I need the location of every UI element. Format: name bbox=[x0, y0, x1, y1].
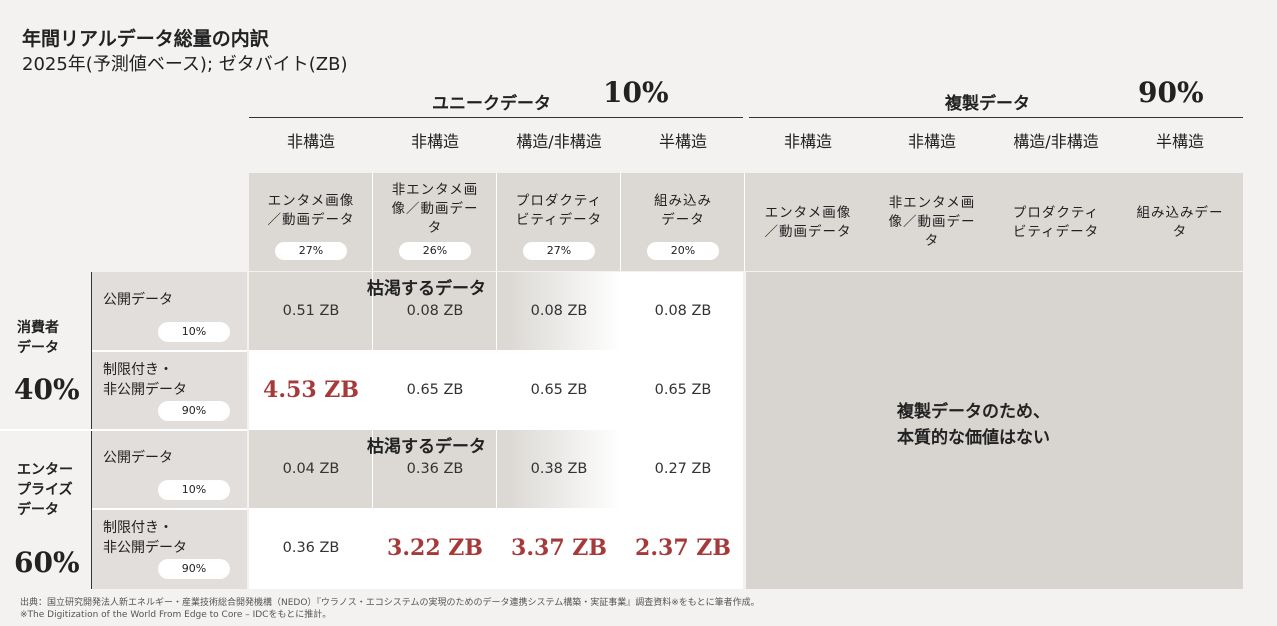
value-cell: 0.65 ZB bbox=[406, 382, 464, 398]
category-header-line: 組み込みデー bbox=[1136, 205, 1224, 221]
unique-group-pct: 10% bbox=[603, 76, 669, 109]
category-share-pill: 27% bbox=[275, 242, 347, 260]
row-share-pill: 10% bbox=[158, 480, 230, 500]
chart-title: 年間リアルデータ総量の内訳 bbox=[22, 28, 269, 50]
category-header-line: プロダクティ bbox=[515, 193, 603, 209]
duplicate-group-pct: 90% bbox=[1138, 76, 1204, 109]
row-label-line: 制限付き・ bbox=[103, 362, 173, 378]
category-header-line: ／動画データ bbox=[764, 224, 852, 240]
category-header-line: タ bbox=[427, 220, 443, 236]
highlighted-value-cell: 2.37 ZB bbox=[635, 535, 731, 561]
value-cell: 0.08 ZB bbox=[406, 303, 464, 319]
cell-divider bbox=[496, 272, 497, 350]
value-cell: 0.04 ZB bbox=[282, 461, 340, 477]
row-label-line: 公開データ bbox=[103, 292, 173, 308]
category-header-line: エンタメ画像 bbox=[267, 193, 355, 209]
category-header: 非エンタメ画 像／動画データ bbox=[374, 181, 496, 238]
duplicate-group-label: 複製データ bbox=[945, 94, 1030, 114]
category-share-pill: 26% bbox=[399, 242, 471, 260]
category-header: エンタメ画像 ／動画データ bbox=[250, 192, 372, 230]
band-divider bbox=[372, 173, 373, 271]
row-label-line: 非公開データ bbox=[103, 540, 187, 556]
category-header-line: タ bbox=[1172, 224, 1188, 240]
cell-divider bbox=[372, 272, 373, 350]
category-header: プロダクティ ビティデータ bbox=[498, 192, 620, 230]
row-label-line: 制限付き・ bbox=[103, 520, 173, 536]
category-share-pill: 20% bbox=[647, 242, 719, 260]
row-label: 制限付き・非公開データ bbox=[103, 518, 187, 558]
value-cell: 0.36 ZB bbox=[406, 461, 464, 477]
column-type-header: 非構造 bbox=[410, 132, 459, 151]
category-header-line: 組み込み bbox=[654, 193, 712, 209]
category-header: 組み込みデータ bbox=[622, 192, 744, 230]
category-header-line: ／動画データ bbox=[267, 212, 355, 228]
exhausted-region bbox=[249, 430, 621, 508]
column-type-header: 非構造 bbox=[907, 132, 956, 151]
value-cell: 0.38 ZB bbox=[530, 461, 588, 477]
value-cell: 0.51 ZB bbox=[282, 303, 340, 319]
duplicate-data-area bbox=[746, 272, 1243, 589]
value-cell: 0.36 ZB bbox=[282, 540, 340, 556]
segment-divider bbox=[0, 429, 247, 431]
category-header: 組み込みデータ bbox=[1119, 204, 1241, 242]
highlighted-value-cell: 3.37 ZB bbox=[511, 535, 607, 561]
row-label-line: 公開データ bbox=[103, 450, 173, 466]
column-type-header: 非構造 bbox=[783, 132, 832, 151]
highlighted-value-cell: 3.22 ZB bbox=[387, 535, 483, 561]
chart-subtitle: 2025年(予測値ベース); ゼタバイト(ZB) bbox=[22, 54, 348, 75]
column-type-header: 構造/非構造 bbox=[516, 132, 602, 151]
category-header: エンタメ画像 ／動画データ bbox=[747, 204, 869, 242]
highlighted-value-cell: 4.53 ZB bbox=[263, 377, 359, 403]
value-cell: 0.08 ZB bbox=[530, 303, 588, 319]
value-cell: 0.27 ZB bbox=[654, 461, 712, 477]
band-divider bbox=[496, 173, 497, 271]
column-type-header: 半構造 bbox=[1155, 132, 1204, 151]
value-cell: 0.65 ZB bbox=[530, 382, 588, 398]
cell-divider bbox=[372, 430, 373, 508]
value-cell: 0.65 ZB bbox=[654, 382, 712, 398]
source-footnote: 出典：国立研究開発法人新エネルギー・産業技術総合開発機構（NEDO）『ウラノス・… bbox=[20, 598, 760, 620]
exhausted-region bbox=[249, 272, 621, 350]
row-divider bbox=[92, 350, 247, 352]
category-header-line: データ bbox=[661, 212, 705, 228]
exhausted-data-label: 枯渇するデータ bbox=[367, 279, 486, 299]
category-header-line: タ bbox=[924, 233, 940, 249]
exhausted-data-label: 枯渇するデータ bbox=[367, 437, 486, 457]
cell-divider bbox=[496, 430, 497, 508]
duplicate-note: 複製データのため、 本質的な価値はない bbox=[897, 402, 1050, 448]
category-share-pill: 27% bbox=[523, 242, 595, 260]
row-divider bbox=[92, 508, 247, 510]
enterprise-segment-label: エンター プライズ データ bbox=[17, 462, 73, 518]
row-share-pill: 90% bbox=[158, 559, 230, 579]
duplicate-group-rule bbox=[749, 117, 1243, 118]
category-header-line: 像／動画デー bbox=[391, 201, 479, 217]
unique-group-label: ユニークデータ bbox=[432, 94, 551, 114]
column-type-header: 非構造 bbox=[286, 132, 335, 151]
row-label: 公開データ bbox=[103, 448, 173, 468]
row-label: 制限付き・非公開データ bbox=[103, 360, 187, 400]
value-cell: 0.08 ZB bbox=[654, 303, 712, 319]
column-type-header: 半構造 bbox=[658, 132, 707, 151]
category-header-line: 非エンタメ画 bbox=[888, 195, 976, 211]
consumer-segment-label: 消費者 データ bbox=[17, 320, 59, 356]
category-header-line: ビティデータ bbox=[1012, 224, 1100, 240]
category-header: 非エンタメ画 像／動画データ bbox=[871, 194, 993, 251]
row-share-pill: 90% bbox=[158, 401, 230, 421]
category-header-line: 非エンタメ画 bbox=[391, 182, 479, 198]
band-divider bbox=[744, 173, 745, 271]
category-header-line: ビティデータ bbox=[515, 212, 603, 228]
category-header: プロダクティ ビティデータ bbox=[995, 204, 1117, 242]
band-divider bbox=[620, 173, 621, 271]
consumer-segment-pct: 40% bbox=[14, 373, 80, 406]
row-label-line: 非公開データ bbox=[103, 382, 187, 398]
row-label: 公開データ bbox=[103, 290, 173, 310]
category-header-line: エンタメ画像 bbox=[764, 205, 852, 221]
unique-group-rule bbox=[249, 117, 743, 118]
category-header-line: 像／動画デー bbox=[888, 214, 976, 230]
row-share-pill: 10% bbox=[158, 322, 230, 342]
enterprise-segment-pct: 60% bbox=[14, 546, 80, 579]
category-header-line: プロダクティ bbox=[1012, 205, 1100, 221]
column-type-header: 構造/非構造 bbox=[1013, 132, 1099, 151]
